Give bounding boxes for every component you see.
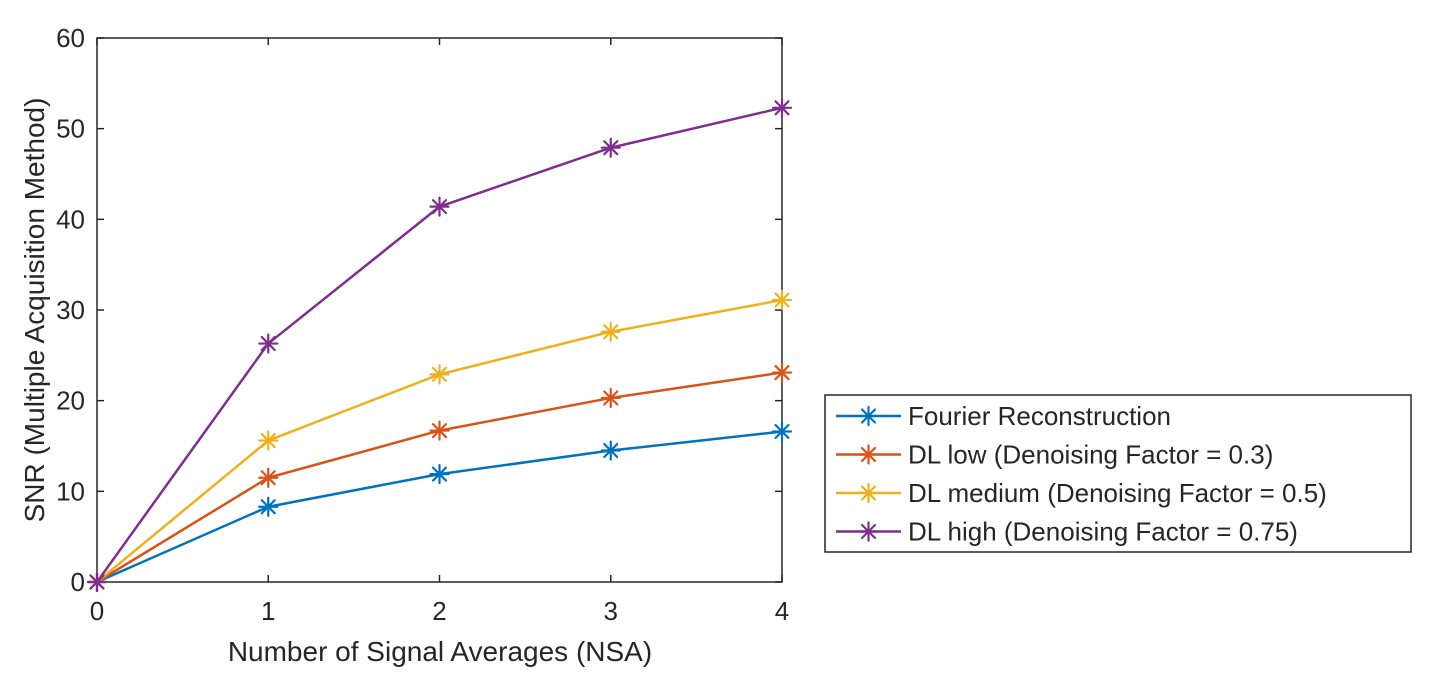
- data-point: [86, 571, 108, 593]
- legend-marker: [858, 482, 879, 504]
- legend-label: Fourier Reconstruction: [908, 401, 1171, 431]
- data-point: [771, 289, 793, 311]
- y-axis: 0 10 20 30 40 50 60: [56, 23, 782, 597]
- y-tick-label: 0: [71, 567, 85, 597]
- y-tick-label: 60: [56, 23, 85, 53]
- data-point: [771, 421, 793, 442]
- data-point: [429, 464, 450, 485]
- x-tick-label: 4: [775, 596, 789, 626]
- data-point: [600, 440, 621, 461]
- data-point: [600, 321, 621, 342]
- data-point: [771, 362, 793, 383]
- x-tick-label: 1: [261, 596, 275, 626]
- y-tick-label: 20: [56, 386, 85, 416]
- y-tick-label: 30: [56, 295, 85, 325]
- legend: Fourier Reconstruction DL low (Denoising …: [824, 394, 1412, 553]
- legend-marker: [858, 521, 879, 542]
- legend-label: DL low (Denoising Factor = 0.3): [908, 440, 1273, 470]
- x-tick-label: 3: [604, 596, 618, 626]
- x-axis-label: Number of Signal Averages (NSA): [228, 636, 652, 667]
- y-tick-label: 40: [56, 204, 85, 234]
- y-axis-label: SNR (Multiple Acquisition Method): [19, 98, 50, 523]
- data-point: [600, 137, 621, 158]
- data-point: [429, 196, 450, 217]
- data-point: [429, 420, 450, 441]
- y-tick-label: 50: [56, 114, 85, 144]
- data-point: [258, 467, 279, 488]
- data-point: [429, 364, 450, 385]
- y-tick-label: 10: [56, 476, 85, 506]
- legend-box: [824, 394, 1412, 553]
- series-layer: [86, 97, 793, 593]
- data-point: [258, 496, 279, 517]
- data-point: [258, 333, 279, 354]
- legend-label: DL medium (Denoising Factor = 0.5): [908, 478, 1327, 508]
- data-point: [600, 387, 621, 409]
- data-point: [258, 430, 279, 451]
- legend-label: DL high (Denoising Factor = 0.75): [908, 517, 1298, 547]
- x-tick-label: 2: [432, 596, 446, 626]
- legend-marker: [858, 444, 879, 465]
- data-point: [771, 97, 793, 118]
- x-tick-label: 0: [90, 596, 104, 626]
- plot-area: [96, 37, 783, 583]
- x-axis: 0 1 2 3 4: [90, 38, 789, 626]
- legend-marker: [858, 405, 879, 427]
